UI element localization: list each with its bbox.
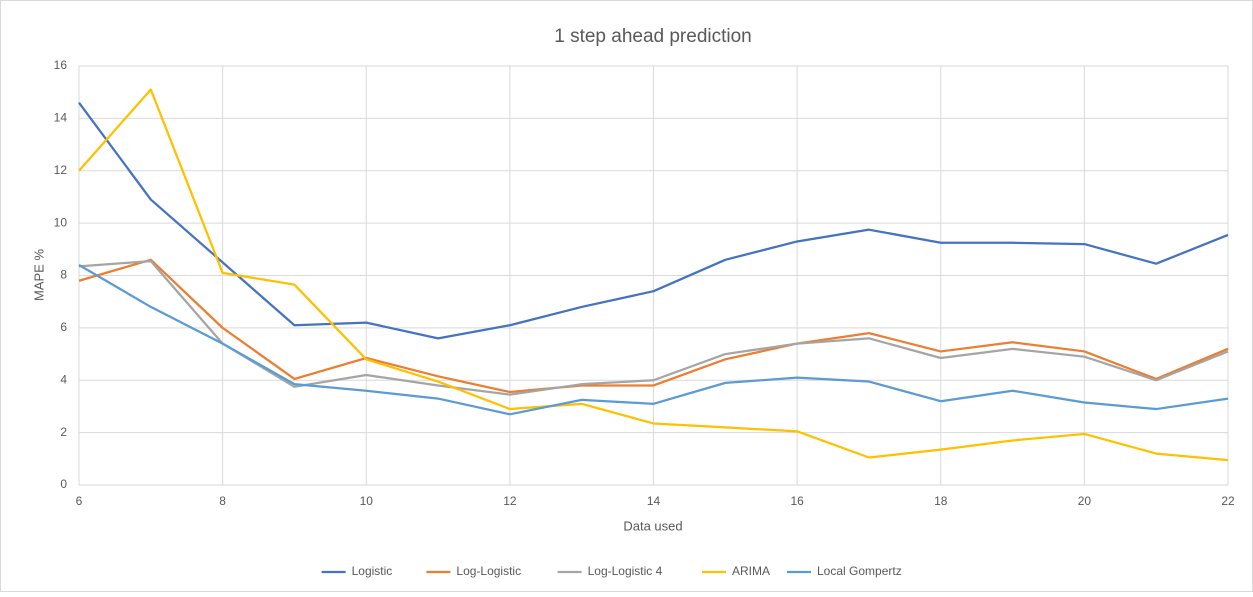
x-tick-label: 10	[360, 494, 374, 508]
x-tick-label: 18	[934, 494, 948, 508]
y-tick-label: 14	[54, 111, 68, 125]
x-tick-label: 16	[790, 494, 804, 508]
x-tick-label: 20	[1078, 494, 1092, 508]
x-tick-label: 14	[647, 494, 661, 508]
x-tick-label: 22	[1221, 494, 1235, 508]
legend-label: Log-Logistic	[456, 564, 521, 578]
y-tick-label: 6	[60, 320, 67, 334]
line-series	[78, 264, 1229, 416]
y-tick-label: 8	[60, 268, 67, 282]
line-series	[78, 259, 1229, 396]
line-series	[78, 88, 1229, 462]
x-tick-label: 8	[219, 494, 226, 508]
legend-label: Local Gompertz	[817, 564, 902, 578]
chart-title: 1 step ahead prediction	[554, 26, 752, 47]
y-tick-label: 16	[54, 58, 68, 72]
y-tick-label: 12	[54, 163, 68, 177]
legend-label: ARIMA	[732, 564, 770, 578]
line-series	[78, 258, 1229, 394]
x-tick-label: 6	[76, 494, 83, 508]
x-tick-label: 12	[503, 494, 517, 508]
legend-label: Log-Logistic 4	[588, 564, 663, 578]
line-series	[78, 101, 1229, 340]
y-tick-label: 10	[54, 215, 68, 229]
y-tick-label: 0	[60, 477, 67, 491]
x-axis-label: Data used	[623, 518, 682, 533]
y-tick-label: 4	[60, 372, 67, 386]
y-tick-label: 2	[60, 425, 67, 439]
legend-label: Logistic	[352, 564, 393, 578]
y-axis-label: MAPE %	[31, 249, 46, 301]
